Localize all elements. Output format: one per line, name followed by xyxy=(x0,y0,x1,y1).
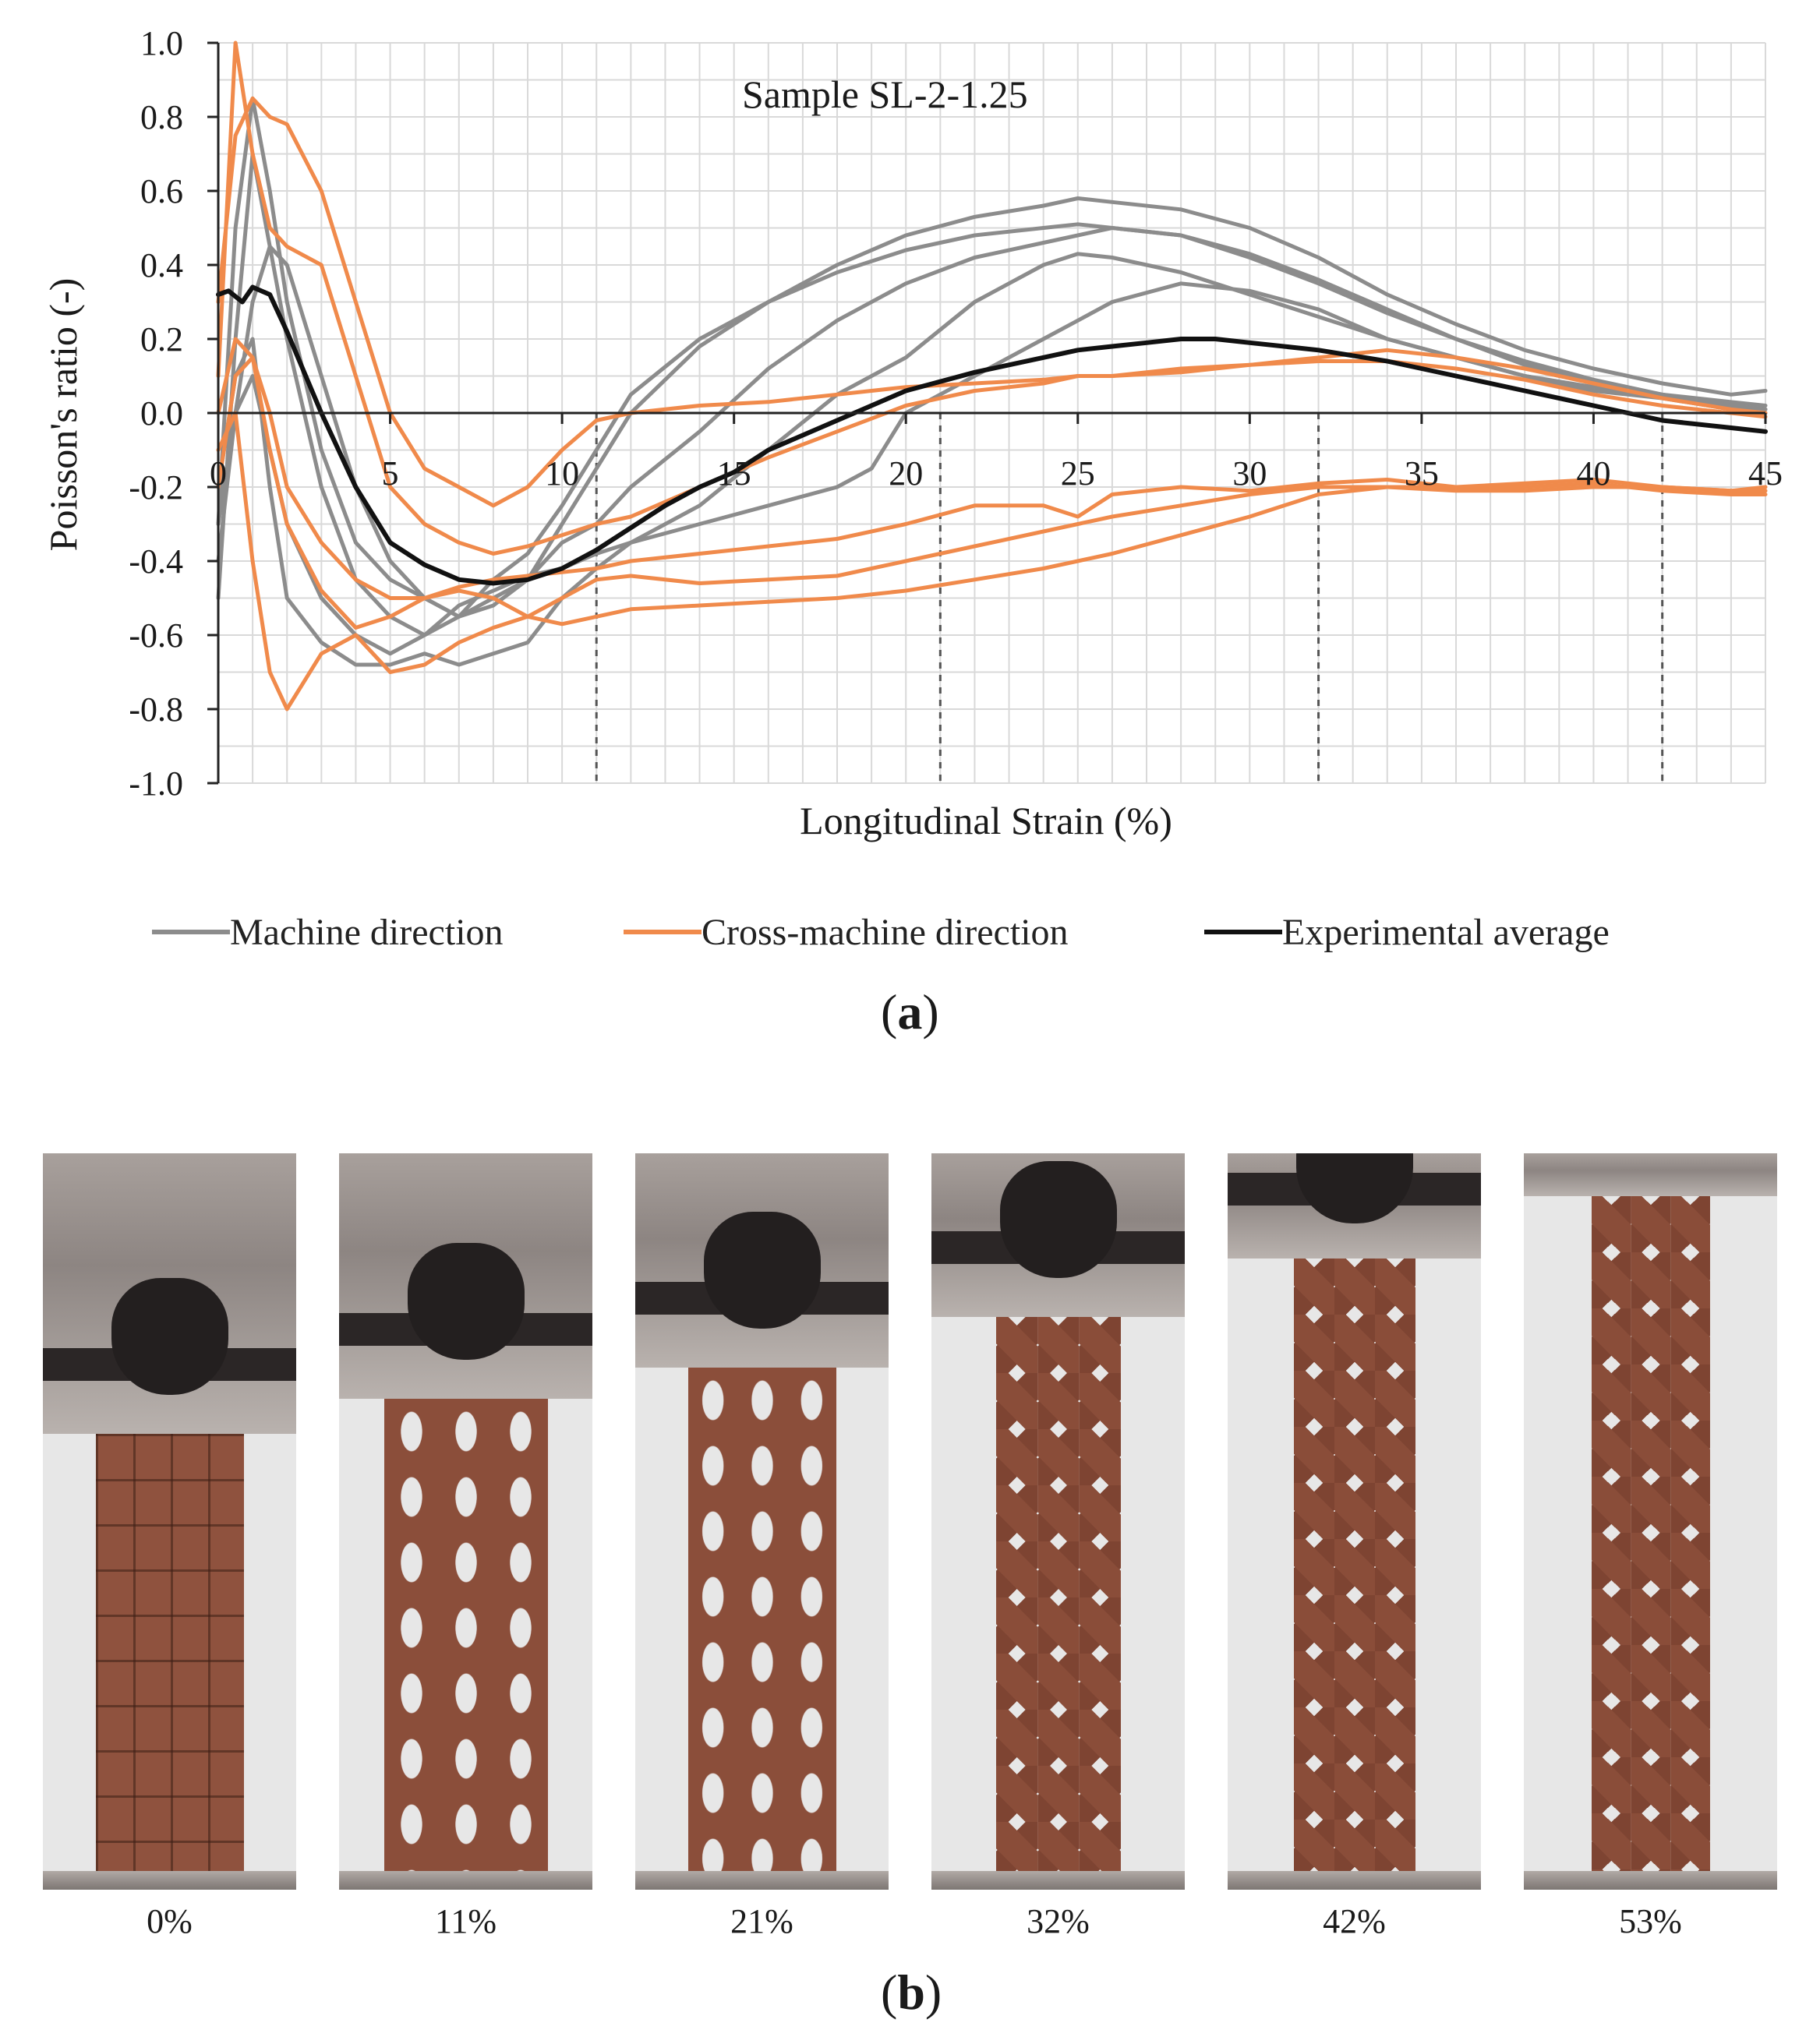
series-line-cross xyxy=(216,355,1768,600)
photo-caption: 11% xyxy=(434,1902,497,1940)
y-tick-label: -0.6 xyxy=(129,616,183,655)
bottom-clamp xyxy=(1524,1871,1777,1890)
y-axis-title: Poisson's ratio (-) xyxy=(41,278,85,552)
y-tick-label: 0.0 xyxy=(140,394,183,432)
top-clamp xyxy=(1524,1153,1777,1196)
axes: 1.0 0.8 0.6 0.4 0.2 0.0 -0.2 -0.4 -0.6 -0.8 -1.0 0 5… xyxy=(129,24,1783,803)
auxetic-specimen xyxy=(995,1317,1121,1871)
clamp-knob xyxy=(408,1243,525,1360)
series-line-cross xyxy=(216,411,1768,711)
strain-photo xyxy=(931,1153,1185,1890)
y-tick-label: -1.0 xyxy=(129,764,183,803)
photo-caption: 0% xyxy=(147,1902,193,1940)
x-tick-label: 5 xyxy=(382,454,399,492)
x-tick-label: 15 xyxy=(717,454,751,492)
y-tick-label: 1.0 xyxy=(140,24,183,62)
photo-caption: 53% xyxy=(1619,1902,1682,1940)
photo-caption: 21% xyxy=(730,1902,793,1940)
clamp-knob xyxy=(704,1212,821,1329)
bottom-clamp xyxy=(339,1871,592,1890)
x-tick-label: 40 xyxy=(1576,454,1610,492)
auxetic-specimen xyxy=(95,1434,244,1871)
y-tick-label: 0.8 xyxy=(140,98,183,136)
y-tick-label: -0.2 xyxy=(129,468,183,507)
series-line-machine xyxy=(216,226,1768,619)
x-tick-label: 0 xyxy=(210,454,227,492)
panel-a-label: (a) xyxy=(881,984,939,1040)
bottom-clamp xyxy=(931,1871,1185,1890)
series-line-machine xyxy=(216,281,1768,656)
photo-caption: 32% xyxy=(1027,1902,1090,1940)
bottom-clamp xyxy=(1228,1871,1481,1890)
x-tick-label: 25 xyxy=(1061,454,1095,492)
y-tick-label: 0.4 xyxy=(140,246,183,284)
bottom-clamp xyxy=(43,1871,296,1890)
x-tick-label: 35 xyxy=(1405,454,1439,492)
bottom-clamp xyxy=(635,1871,889,1890)
y-tick-label: 0.6 xyxy=(140,172,183,210)
auxetic-specimen xyxy=(1591,1196,1710,1871)
panel-b-label: (b) xyxy=(881,1965,942,2020)
x-axis-title: Longitudinal Strain (%) xyxy=(800,799,1172,842)
chart-title: Sample SL-2-1.25 xyxy=(742,72,1028,116)
series-line-average xyxy=(216,284,1768,586)
auxetic-specimen xyxy=(687,1368,836,1871)
legend: Machine direction Cross-machine direction… xyxy=(152,912,1610,953)
legend-label-cross: Cross-machine direction xyxy=(702,912,1069,953)
clamp-knob xyxy=(1000,1161,1117,1278)
series-lines xyxy=(216,41,1768,711)
series-line-machine xyxy=(216,252,1768,667)
legend-label-machine: Machine direction xyxy=(230,912,504,953)
poisson-ratio-chart: 1.0 0.8 0.6 0.4 0.2 0.0 -0.2 -0.4 -0.6 -0.8 -1.0 0 5… xyxy=(41,24,1783,953)
photo-caption: 42% xyxy=(1323,1902,1386,1940)
y-tick-label: 0.2 xyxy=(140,320,183,358)
auxetic-specimen xyxy=(383,1399,548,1871)
legend-label-average: Experimental average xyxy=(1282,912,1610,953)
strain-photo xyxy=(43,1153,296,1890)
strain-photo xyxy=(1228,1153,1481,1890)
strain-photo xyxy=(339,1153,592,1890)
series-line-cross xyxy=(216,41,1768,556)
series-line-cross xyxy=(216,96,1768,508)
auxetic-specimen xyxy=(1293,1259,1415,1871)
y-tick-label: -0.4 xyxy=(129,542,183,581)
x-tick-label: 10 xyxy=(545,454,579,492)
x-tick-label: 20 xyxy=(889,454,923,492)
x-tick-label: 45 xyxy=(1748,454,1783,492)
y-tick-label: -0.8 xyxy=(129,690,183,729)
strain-photo xyxy=(1524,1153,1777,1890)
series-line-cross xyxy=(216,337,1768,630)
clamp-knob xyxy=(111,1278,228,1395)
strain-photo xyxy=(635,1153,889,1890)
x-tick-label: 30 xyxy=(1232,454,1267,492)
